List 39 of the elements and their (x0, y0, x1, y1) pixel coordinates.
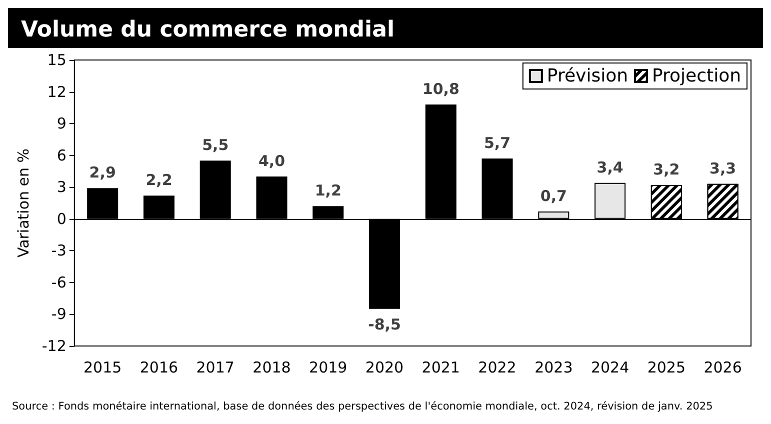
y-tick-label: 9 (56, 114, 66, 133)
x-tick-label: 2016 (140, 358, 178, 376)
data-label: 2,9 (89, 164, 116, 182)
y-tick-label: -6 (51, 273, 66, 292)
x-tick-label: 2020 (365, 358, 404, 376)
x-tick-label: 2022 (478, 358, 516, 376)
data-label: 5,5 (202, 136, 229, 154)
legend-label: Prévision (546, 66, 628, 86)
x-tick-label: 2018 (252, 358, 291, 376)
x-tick-label: 2015 (83, 358, 122, 376)
y-axis-title: Variation en % (14, 148, 32, 258)
y-tick-label: -12 (42, 337, 66, 355)
data-label: 10,8 (422, 80, 460, 98)
x-tick-label: 2026 (704, 358, 742, 376)
x-tick-label: 2024 (590, 358, 630, 376)
x-tick-label: 2023 (534, 358, 573, 376)
source-note: Source : Fonds monétaire international, base de données des perspectives de l'économie mondiale, oct. 2024, révision de janv. 2025 (12, 400, 713, 412)
y-tick-label: -3 (51, 242, 66, 260)
data-label: 4,0 (258, 152, 286, 170)
legend-label: Projection (652, 66, 742, 86)
data-label: 2,2 (146, 171, 172, 190)
data-label: 3,3 (710, 159, 736, 178)
y-tick-label: 12 (47, 82, 66, 101)
y-tick-label: 6 (56, 146, 66, 164)
data-label: 5,7 (484, 134, 511, 152)
x-tick-label: 2021 (422, 358, 460, 376)
y-tick-label: 3 (56, 178, 66, 196)
y-tick-label: 0 (56, 210, 66, 228)
x-tick-label: 2017 (196, 358, 234, 376)
y-tick-label: 15 (47, 51, 66, 69)
data-label: 3,4 (596, 158, 624, 176)
data-label: 1,2 (314, 182, 342, 200)
data-label: -8,5 (368, 315, 401, 334)
data-label: 3,2 (653, 160, 680, 178)
x-tick-label: 2025 (647, 358, 686, 376)
x-tick-label: 2019 (309, 358, 348, 376)
data-label: 0,7 (540, 186, 567, 205)
chart-title: Volume du commerce mondial (21, 18, 394, 42)
y-tick-label: -9 (51, 305, 66, 324)
